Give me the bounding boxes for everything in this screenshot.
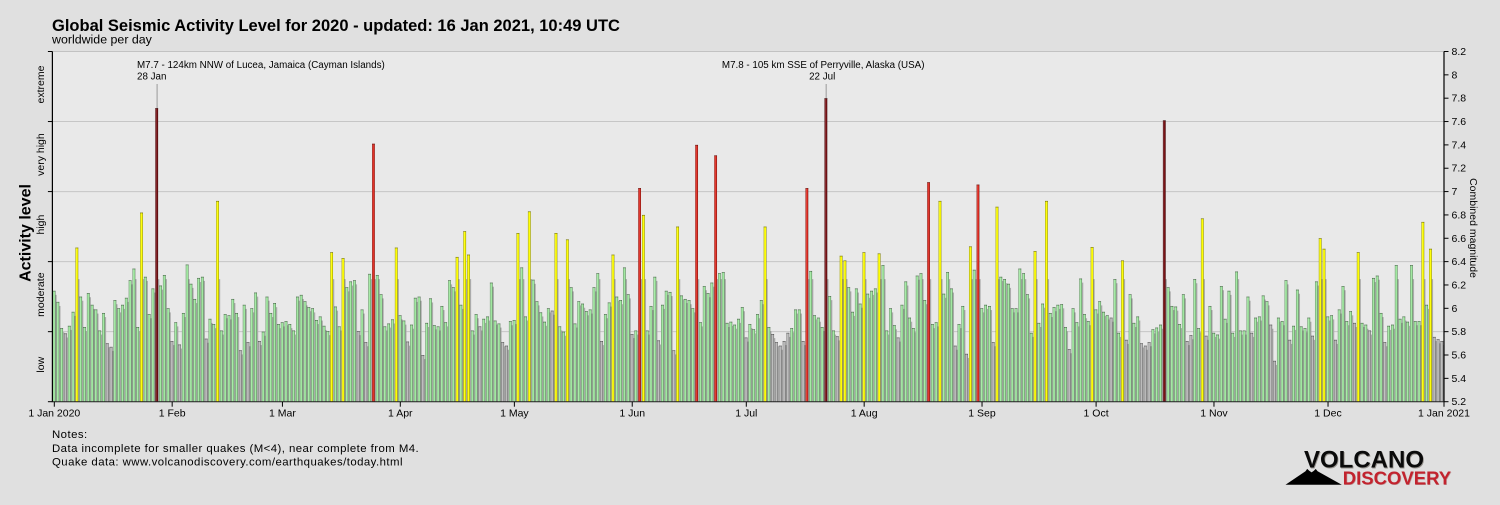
svg-text:5.4: 5.4 (1452, 373, 1467, 385)
svg-text:low: low (35, 356, 47, 372)
svg-text:1 Dec: 1 Dec (1314, 408, 1341, 420)
svg-text:Activity level: Activity level (18, 184, 35, 282)
svg-text:Combined magnitude: Combined magnitude (1467, 178, 1479, 278)
svg-text:1 Feb: 1 Feb (159, 408, 186, 420)
svg-text:1 Jan 2021: 1 Jan 2021 (1418, 408, 1470, 420)
svg-text:6.2: 6.2 (1452, 279, 1467, 291)
svg-text:6: 6 (1452, 303, 1458, 315)
svg-text:8.2: 8.2 (1452, 46, 1467, 58)
svg-text:7.8: 7.8 (1452, 93, 1467, 105)
svg-text:1 Jun: 1 Jun (619, 408, 645, 420)
svg-text:1 Apr: 1 Apr (388, 408, 413, 420)
svg-text:VOLCANO: VOLCANO (1304, 447, 1424, 474)
svg-text:1 Mar: 1 Mar (269, 408, 296, 420)
svg-text:7.6: 7.6 (1452, 116, 1467, 128)
svg-text:DISCOVERY: DISCOVERY (1343, 468, 1452, 489)
svg-text:1 Nov: 1 Nov (1200, 408, 1228, 420)
svg-text:worldwide per day: worldwide per day (51, 33, 153, 47)
svg-text:Data incomplete for smaller qu: Data incomplete for smaller quakes (M<4)… (52, 443, 419, 455)
svg-text:Quake data: www.volcanodiscove: Quake data: www.volcanodiscovery.com/ear… (52, 457, 403, 469)
svg-text:Notes:: Notes: (52, 429, 88, 441)
svg-text:1 Jan 2020: 1 Jan 2020 (28, 408, 80, 420)
svg-text:28 Jan: 28 Jan (137, 72, 166, 83)
svg-text:6.8: 6.8 (1452, 209, 1467, 221)
svg-text:M7.7 - 124km NNW of Lucea, Jam: M7.7 - 124km NNW of Lucea, Jamaica (Caym… (137, 60, 385, 71)
svg-text:1 May: 1 May (500, 408, 529, 420)
svg-text:Global Seismic Activity Level: Global Seismic Activity Level for 2020 -… (52, 17, 620, 35)
svg-text:5.2: 5.2 (1452, 396, 1467, 408)
svg-text:6.4: 6.4 (1452, 256, 1467, 268)
svg-text:5.8: 5.8 (1452, 326, 1467, 338)
svg-text:moderate: moderate (35, 272, 47, 317)
svg-text:VOLCANO: VOLCANO (1305, 447, 1425, 474)
svg-text:6.6: 6.6 (1452, 233, 1467, 245)
svg-text:7: 7 (1452, 186, 1458, 198)
svg-text:7.2: 7.2 (1452, 163, 1467, 175)
svg-text:M7.8 - 105 km SSE of Perryvill: M7.8 - 105 km SSE of Perryville, Alaska … (722, 60, 925, 71)
svg-text:1 Jul: 1 Jul (735, 408, 757, 420)
svg-text:22 Jul: 22 Jul (809, 72, 835, 83)
svg-text:extreme: extreme (35, 65, 47, 103)
svg-text:very high: very high (35, 133, 47, 176)
svg-text:1 Sep: 1 Sep (968, 408, 996, 420)
svg-text:5.6: 5.6 (1452, 350, 1467, 362)
svg-text:1 Oct: 1 Oct (1084, 408, 1109, 420)
svg-text:DISCOVERY: DISCOVERY (1343, 468, 1452, 489)
svg-text:8: 8 (1452, 69, 1458, 81)
svg-text:7.4: 7.4 (1452, 139, 1467, 151)
svg-text:1 Aug: 1 Aug (851, 408, 878, 420)
svg-text:high: high (35, 215, 47, 235)
